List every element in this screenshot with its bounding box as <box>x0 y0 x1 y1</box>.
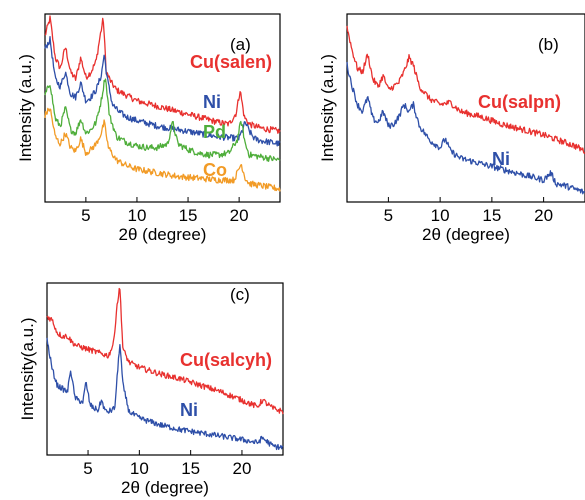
x-tick-label-a-10: 10 <box>127 206 146 225</box>
x-axis-label-a: 2θ (degree) <box>119 225 207 244</box>
panel-label-a: (a) <box>230 35 251 54</box>
y-axis-label-a: Intensity (a.u.) <box>16 54 35 162</box>
chart-panel-b: 5 10 15 20 2θ (degree) Intensity (a.u.) (b) Cu(… <box>318 13 585 244</box>
x-tick-label-b-20: 20 <box>534 206 553 225</box>
plot-frame-a <box>44 13 281 203</box>
x-tick-label-c-5: 5 <box>83 459 92 478</box>
series-line-a-pd <box>44 78 281 162</box>
series-label-c-ni: Ni <box>180 400 198 420</box>
x-tick-label-c-20: 20 <box>232 459 251 478</box>
panel-label-b: (b) <box>538 35 559 54</box>
series-label-c-cu-salcyh-: Cu(salcyh) <box>180 350 272 370</box>
x-tick-label-c-15: 15 <box>181 459 200 478</box>
series-label-b-ni: Ni <box>492 149 510 169</box>
series-label-a-co: Co <box>203 160 227 180</box>
plot-frame-c <box>46 282 284 456</box>
chart-panel-a: 5 10 15 20 2θ (degree) Intensity (a.u.) (a)Cu(… <box>16 13 281 244</box>
x-tick-label-a-20: 20 <box>230 206 249 225</box>
series-line-b-ni <box>346 61 585 195</box>
x-tick-label-b-10: 10 <box>431 206 450 225</box>
series-line-a-cu-salen- <box>44 15 281 134</box>
chart-panel-c: 5 10 15 20 2θ (degree) Intensity(a.u.) (c) Cu(s… <box>18 282 284 497</box>
x-axis-label-b: 2θ (degree) <box>422 225 510 244</box>
series-label-a-pd: Pd <box>203 122 226 142</box>
series-label-b-cu-salpn-: Cu(salpn) <box>478 92 561 112</box>
plot-frame-b <box>346 13 585 203</box>
panel-label-c: (c) <box>230 285 250 304</box>
x-axis-label-c: 2θ (degree) <box>121 478 209 497</box>
series-line-a-co <box>44 107 281 192</box>
y-axis-label-b: Intensity (a.u.) <box>318 54 337 162</box>
series-line-c-ni <box>46 337 284 451</box>
x-tick-label-b-5: 5 <box>384 206 393 225</box>
x-tick-label-a-15: 15 <box>179 206 198 225</box>
series-line-c-cu-salcyh- <box>46 287 284 415</box>
series-label-a-cu-salen-: Cu(salen) <box>190 52 272 72</box>
x-tick-label-a-5: 5 <box>81 206 90 225</box>
series-line-b-cu-salpn- <box>346 25 585 154</box>
x-tick-label-b-15: 15 <box>482 206 501 225</box>
series-label-a-ni: Ni <box>203 92 221 112</box>
y-axis-label-c: Intensity(a.u.) <box>18 318 37 421</box>
x-tick-label-c-10: 10 <box>130 459 149 478</box>
series-line-a-ni <box>44 36 281 147</box>
